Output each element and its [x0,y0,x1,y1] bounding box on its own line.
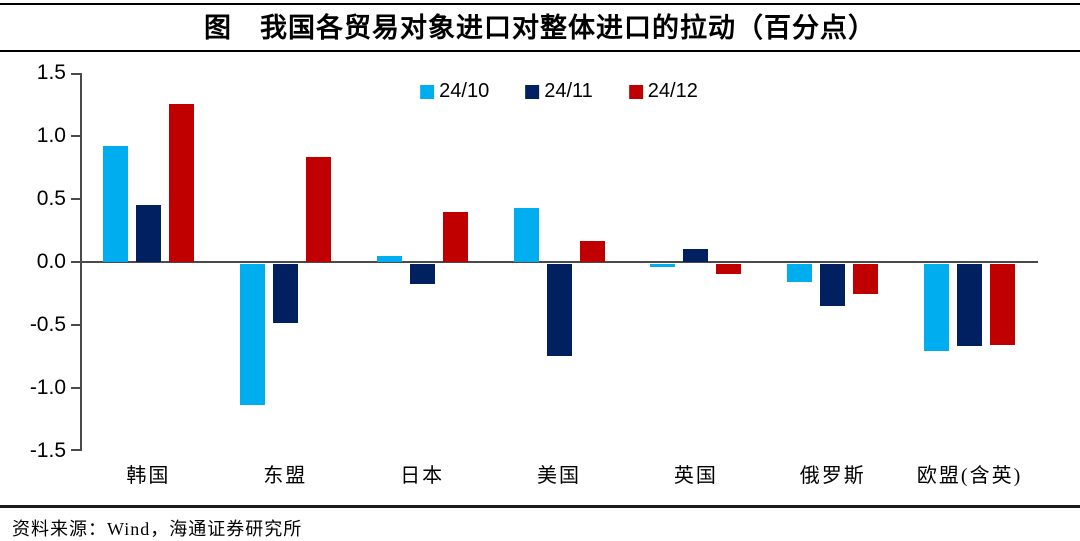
bar-24/12 [305,157,331,262]
y-tick-label: 1.0 [36,124,66,147]
bar-24/11 [820,264,846,306]
bar-group [376,73,468,451]
bar-24/11 [272,264,298,323]
legend-label: 24/11 [544,80,593,102]
y-tick-mark [71,449,80,451]
bar-24/11 [546,264,572,356]
x-category-label: 韩国 [126,464,171,487]
chart-title: 图 我国各贸易对象进口对整体进口的拉动（百分点） [204,13,876,43]
y-tick-label: 1.5 [36,61,66,84]
bar-group [924,73,1016,451]
bar-24/12 [853,264,879,294]
x-axis-labels: 韩国 东盟 日本 美国 英国 俄罗斯 欧盟(含英) [80,451,1038,495]
x-category-label: 俄罗斯 [799,464,866,487]
legend-swatch [525,84,540,99]
bar-24/12 [579,241,605,262]
bar-group [787,73,879,451]
bar-24/12 [442,212,468,262]
legend-item: 24/12 [628,80,698,103]
plot-area: 24/10 24/11 24/12 [71,73,1038,451]
legend-label: 24/10 [439,80,490,102]
bar-24/12 [168,104,194,262]
bar-24/11 [957,264,983,346]
bar-24/12 [716,264,742,274]
legend-item: 24/10 [420,80,489,103]
legend-swatch [420,84,435,99]
y-tick-label: 0.0 [36,250,66,273]
title-rule [0,50,1080,52]
y-tick-mark [71,324,80,326]
bar-24/10 [513,208,539,262]
bar-group [239,73,331,451]
bar-24/12 [990,264,1016,345]
legend-label: 24/12 [647,80,698,102]
bar-24/10 [239,264,265,405]
y-tick-mark [71,198,80,200]
bar-24/10 [102,146,128,262]
top-rule [0,3,1080,5]
bar-24/11 [683,249,709,262]
x-category-label: 英国 [673,464,718,487]
bar-group [650,73,742,451]
y-tick-label: -1.0 [29,376,66,399]
bar-24/11 [409,264,435,284]
bar-24/10 [650,264,676,267]
bar-group [102,73,194,451]
x-category-label: 欧盟(含英) [916,464,1023,487]
x-category-label: 美国 [537,464,581,487]
y-tick-label: 0.5 [36,187,66,210]
y-tick-mark [71,261,80,263]
bar-chart: 1.5 1.0 0.5 0.0 -0.5 -1.0 -1.5 24/10 24/11 24/12 [0,61,1080,462]
x-category-label: 东盟 [263,464,308,487]
bar-24/10 [376,256,402,262]
y-axis-labels: 1.5 1.0 0.5 0.0 -0.5 -1.0 -1.5 [0,61,66,462]
bar-24/11 [135,205,161,262]
bar-24/10 [787,264,813,282]
legend-swatch [628,84,643,99]
x-category-label: 日本 [400,464,445,487]
y-tick-label: -0.5 [29,313,66,336]
bar-24/10 [924,264,950,351]
y-tick-label: -1.5 [29,439,66,462]
y-tick-mark [71,387,80,389]
footer-rule [0,505,1080,508]
source-note: 资料来源：Wind，海通证券研究所 [12,519,303,539]
bar-group [513,73,605,451]
y-tick-mark [71,73,80,75]
legend-item: 24/11 [525,80,593,103]
zero-baseline [80,261,1038,263]
y-tick-mark [71,135,80,137]
legend: 24/10 24/11 24/12 [420,80,698,103]
